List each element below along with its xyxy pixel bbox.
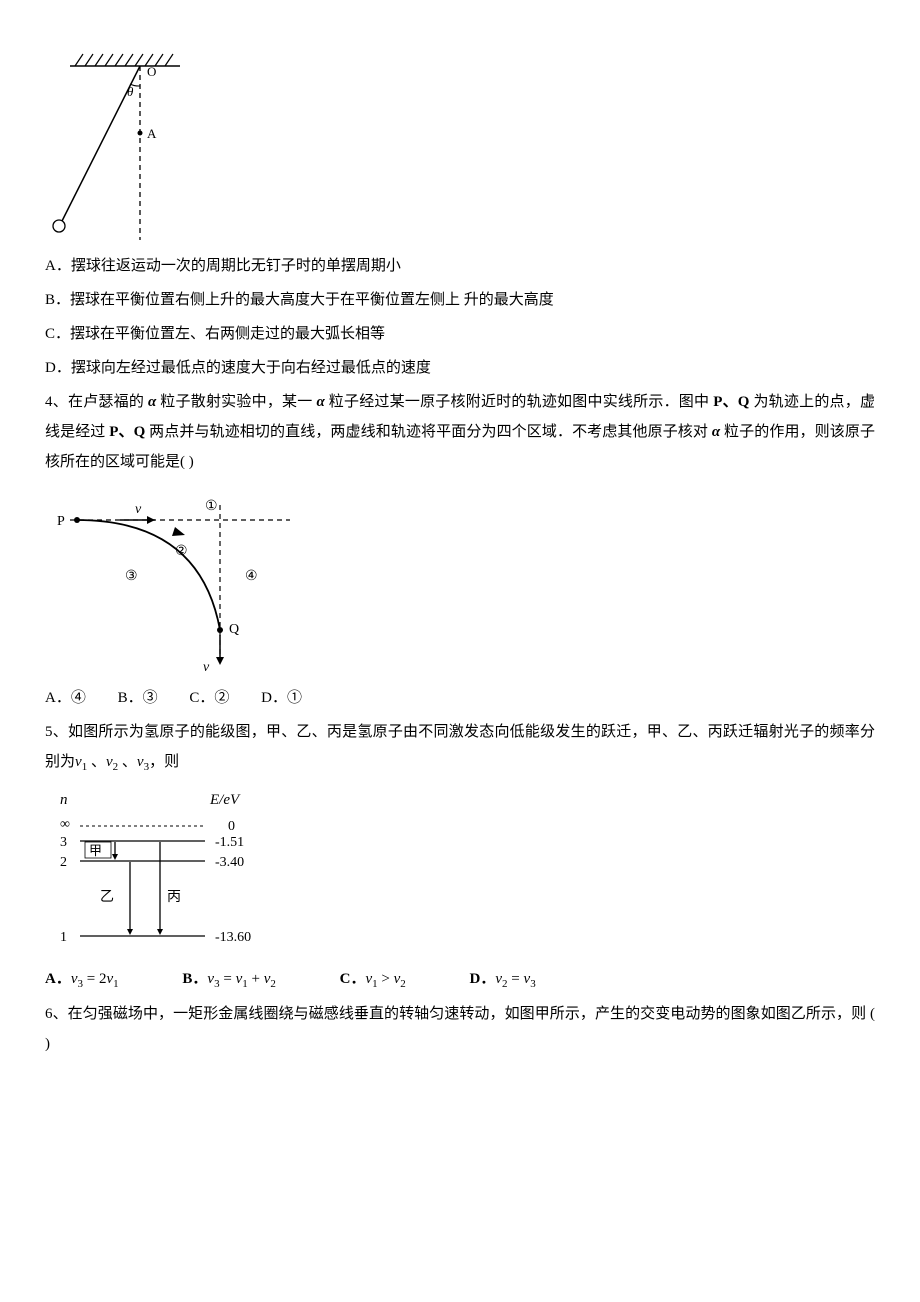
v-label-q: v xyxy=(203,660,210,675)
region-3: ③ xyxy=(125,569,138,584)
q4-figure: P v Q v ① ② ③ ④ xyxy=(45,485,875,675)
q5-options: A．v3 = 2v1 B．v3 = v1 + v2 C．v1 > v2 D．v2… xyxy=(45,964,875,995)
q4-option-d: D．① xyxy=(261,683,302,713)
v-label-p: v xyxy=(135,502,142,517)
e2-label: -3.40 xyxy=(215,855,244,870)
n-label: n xyxy=(60,792,68,808)
q3-option-c: C．摆球在平衡位置左、右两侧走过的最大弧长相等 xyxy=(45,319,875,349)
theta-label: θ xyxy=(127,84,134,99)
q3-option-b: B．摆球在平衡位置右侧上升的最大高度大于在平衡位置左侧上 升的最大高度 xyxy=(45,285,875,315)
e3-label: -1.51 xyxy=(215,835,244,850)
q6-text: 6、在匀强磁场中，一矩形金属线圈绕与磁感线垂直的转轴匀速转动，如图甲所示，产生的… xyxy=(45,999,875,1059)
q3-option-a: A．摆球往返运动一次的周期比无钉子时的单摆周期小 xyxy=(45,251,875,281)
q4-options: A．④ B．③ C．② D．① xyxy=(45,683,875,713)
q5-figure: n E/eV ∞ 0 3 -1.51 2 -3.40 1 -13.60 甲 乙 … xyxy=(45,786,875,956)
q5-option-a: A．v3 = 2v1 xyxy=(45,964,119,995)
q5-text: 5、如图所示为氢原子的能级图，甲、乙、丙是氢原子由不同激发态向低能级发生的跃迁，… xyxy=(45,717,875,778)
p-label: P xyxy=(57,514,65,529)
q5-option-d: D．v2 = v3 xyxy=(470,964,536,995)
e1-label: -13.60 xyxy=(215,930,251,945)
region-2: ② xyxy=(175,544,188,559)
jia-label: 甲 xyxy=(89,843,102,858)
pivot-label: O xyxy=(147,64,156,79)
lvl1-label: 1 xyxy=(60,930,67,945)
q3-figure: O θ A xyxy=(45,48,875,243)
inf-label: ∞ xyxy=(60,817,70,832)
nail-label: A xyxy=(147,126,157,141)
bing-label: 丙 xyxy=(167,890,181,905)
q5-option-c: C．v1 > v2 xyxy=(340,964,406,995)
e-label: E/eV xyxy=(209,792,241,808)
q4-text: 4、在卢瑟福的 α 粒子散射实验中，某一 α 粒子经过某一原子核附近时的轨迹如图… xyxy=(45,387,875,477)
q4-option-b: B．③ xyxy=(118,683,158,713)
q-label: Q xyxy=(229,622,239,637)
q5-option-b: B．v3 = v1 + v2 xyxy=(182,964,275,995)
q3-option-d: D．摆球向左经过最低点的速度大于向右经过最低点的速度 xyxy=(45,353,875,383)
e0-label: 0 xyxy=(228,819,235,834)
q4-option-c: C．② xyxy=(189,683,229,713)
yi-label: 乙 xyxy=(100,889,114,905)
lvl3-label: 3 xyxy=(60,835,67,850)
q4-option-a: A．④ xyxy=(45,683,86,713)
region-1: ① xyxy=(205,499,218,514)
region-4: ④ xyxy=(245,569,258,584)
lvl2-label: 2 xyxy=(60,855,67,870)
